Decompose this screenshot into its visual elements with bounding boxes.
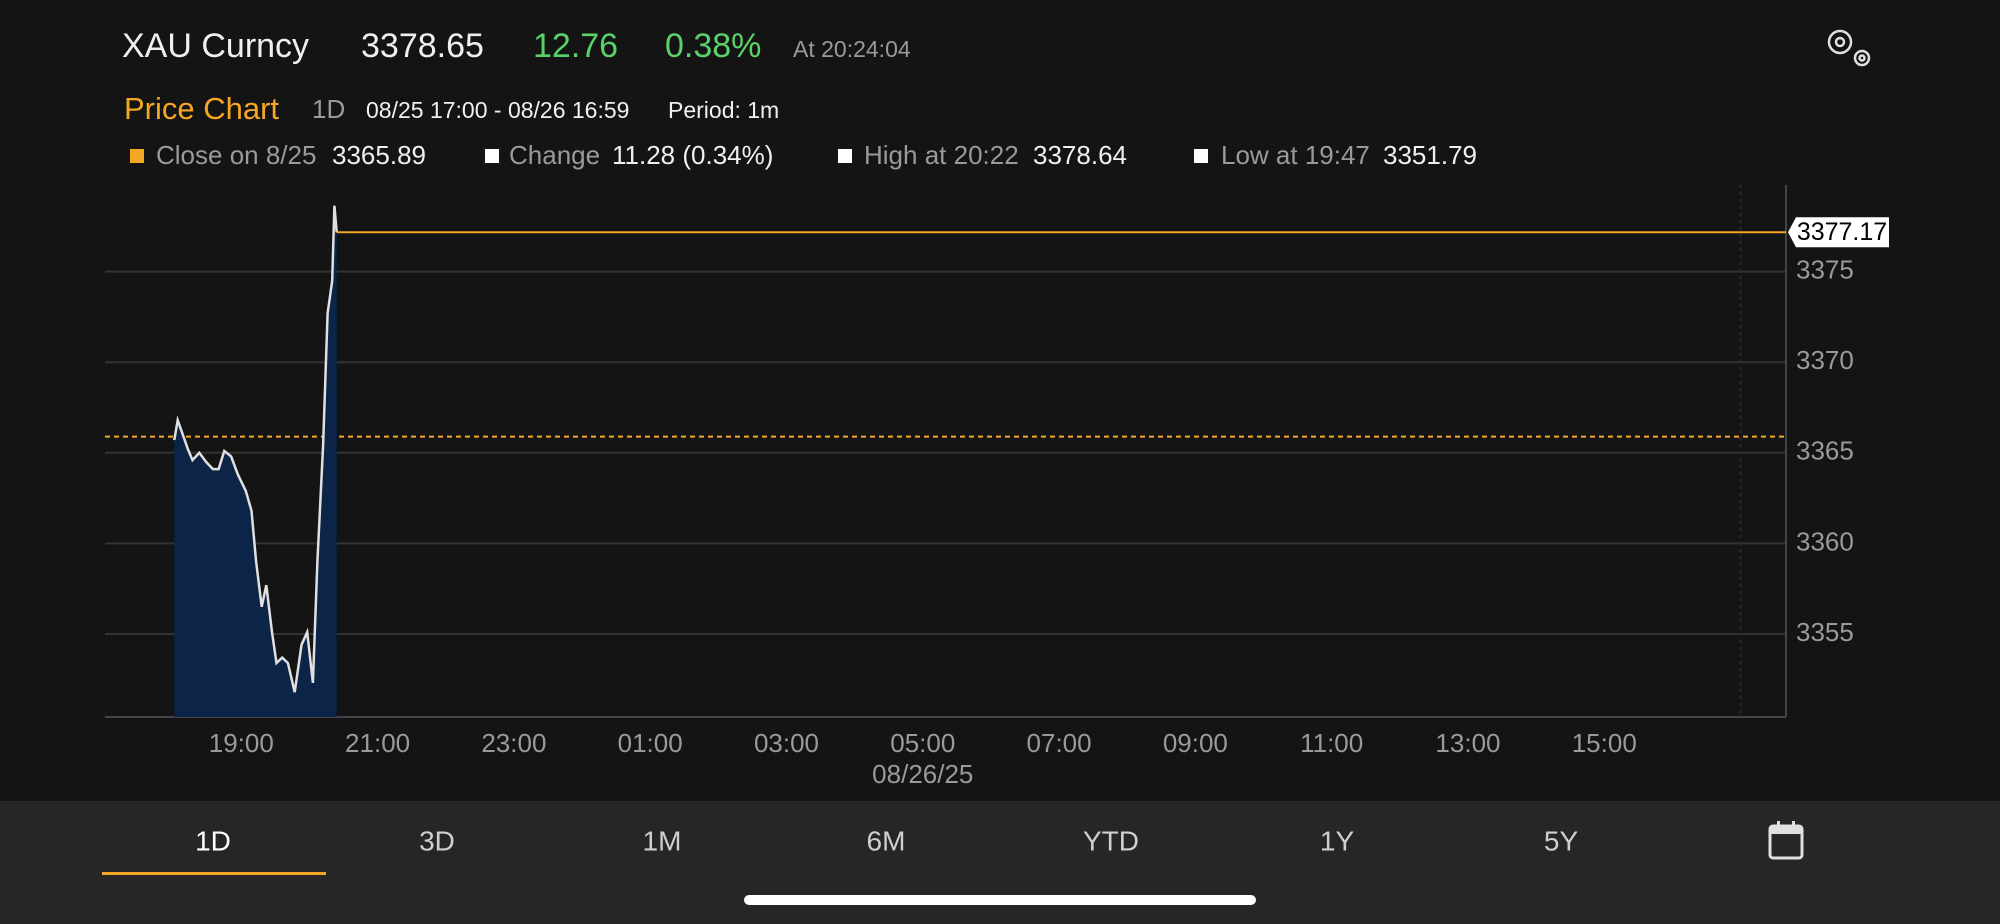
legend-value: 3378.64 <box>1033 140 1127 170</box>
last-price-label: 3377.17 <box>1797 218 1887 246</box>
tab[interactable]: 1Y <box>1320 825 1355 856</box>
x-tick-label: 05:00 <box>890 728 955 758</box>
legend-label: High at 20:22 <box>864 140 1019 170</box>
last-price-box <box>1788 217 1889 248</box>
tab[interactable]: YTD <box>1083 825 1139 856</box>
x-tick-label: 09:00 <box>1163 728 1228 758</box>
tab-underline <box>102 872 326 875</box>
y-tick-label: 3355 <box>1796 617 1854 647</box>
legend-value: 3351.79 <box>1383 140 1477 170</box>
time: At 20:24:04 <box>793 36 911 62</box>
x-tick-label: 19:00 <box>209 728 274 758</box>
y-tick-label: 3370 <box>1796 345 1854 375</box>
y-tick-label: 3375 <box>1796 254 1854 284</box>
x-tick-label: 03:00 <box>754 728 819 758</box>
change-pct: 0.38% <box>665 27 761 65</box>
tab[interactable]: 3D <box>419 825 455 856</box>
x-tick-label: 15:00 <box>1572 728 1637 758</box>
change: 12.76 <box>533 27 618 65</box>
legend-swatch <box>130 149 144 163</box>
y-tick-label: 3360 <box>1796 526 1854 556</box>
tab[interactable]: 1D <box>195 825 231 856</box>
y-tick-label: 3365 <box>1796 436 1854 466</box>
chart-title: Price Chart <box>124 91 279 126</box>
home-indicator <box>744 895 1256 905</box>
x-tick-label: 07:00 <box>1027 728 1092 758</box>
tab-bar <box>0 801 2000 924</box>
calendar-icon[interactable] <box>1768 821 1804 860</box>
ticker: XAU Curncy <box>122 27 309 65</box>
legend-label: Low at 19:47 <box>1221 140 1370 170</box>
period: Period: 1m <box>668 97 779 123</box>
legend-label: Close on 8/25 <box>156 140 316 170</box>
legend-label: Change <box>509 140 600 170</box>
line <box>173 205 338 693</box>
span: 08/25 17:00 - 08/26 16:59 <box>366 97 629 123</box>
x-tick-label: 11:00 <box>1300 728 1363 758</box>
legend-value: 11.28 (0.34%) <box>612 140 773 170</box>
area <box>174 205 337 717</box>
legend-swatch <box>838 149 852 163</box>
x-tick-label: 13:00 <box>1435 728 1500 758</box>
range: 1D <box>312 94 345 124</box>
tab[interactable]: 5Y <box>1544 825 1579 856</box>
x-date-label: 08/26/25 <box>872 759 973 789</box>
tab[interactable]: 6M <box>867 825 906 856</box>
x-tick-label: 23:00 <box>481 728 546 758</box>
tab[interactable]: 1M <box>643 825 682 856</box>
legend-swatch <box>1194 149 1208 163</box>
price: 3378.65 <box>361 27 484 65</box>
legend-swatch <box>485 149 499 163</box>
legend-value: 3365.89 <box>332 140 426 170</box>
x-tick-label: 21:00 <box>345 728 410 758</box>
x-tick-label: 01:00 <box>618 728 683 758</box>
settings-icon[interactable] <box>1827 29 1871 67</box>
